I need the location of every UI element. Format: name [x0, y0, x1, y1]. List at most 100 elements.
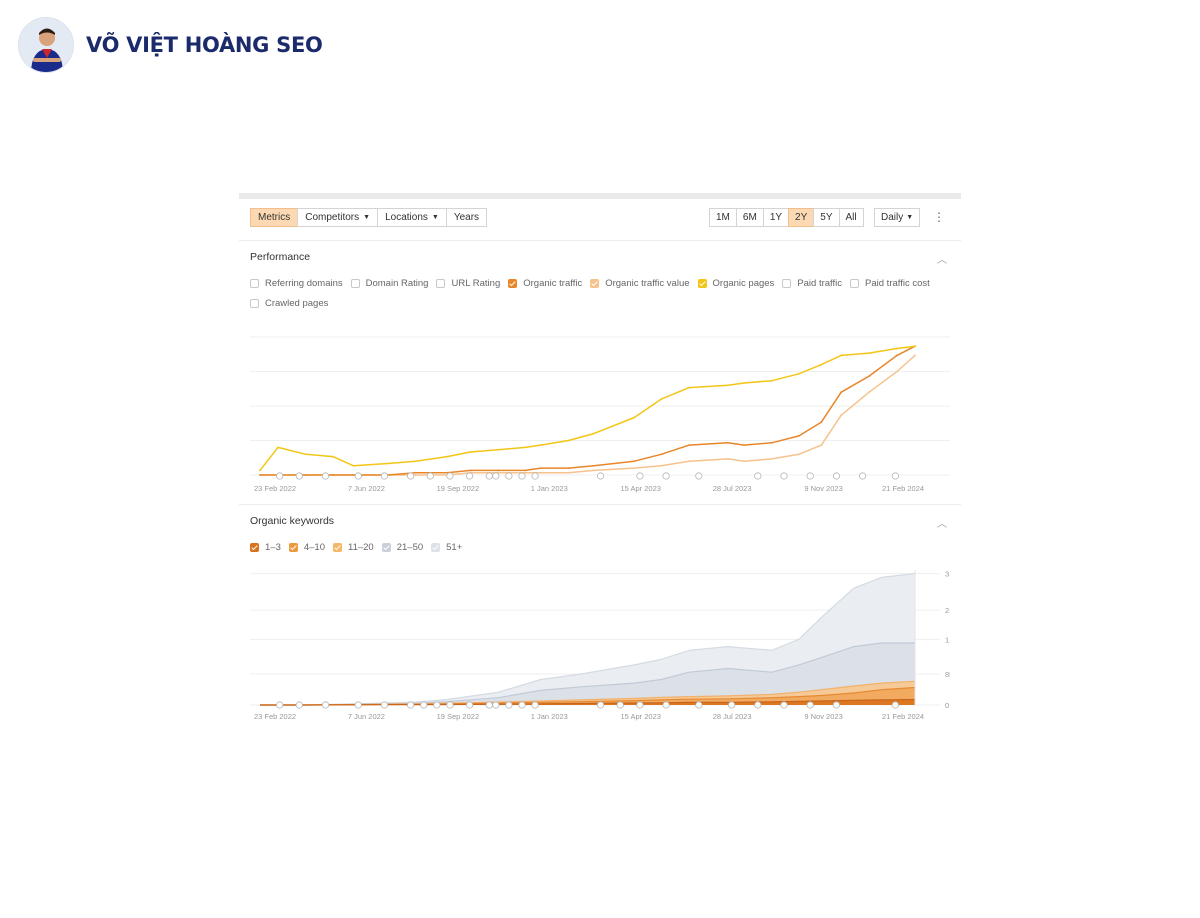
annotation-marker-icon[interactable] [754, 472, 762, 480]
annotation-marker-icon[interactable] [891, 701, 899, 709]
annotation-marker-icon[interactable] [321, 701, 330, 709]
annotation-marker-icon[interactable] [276, 472, 284, 480]
annotation-marker-icon[interactable] [485, 701, 493, 709]
annotation-marker-icon[interactable] [518, 472, 526, 480]
position-toggle[interactable]: 4–10 [288, 537, 325, 557]
y-tick-label: 1.8K [945, 635, 950, 644]
annotation-marker-icon[interactable] [295, 472, 303, 480]
annotation-marker-icon[interactable] [485, 472, 493, 480]
checkbox[interactable] [250, 298, 259, 308]
annotation-marker-icon[interactable] [531, 472, 539, 480]
annotation-marker-icon[interactable] [407, 472, 415, 480]
annotation-marker-icon[interactable] [505, 701, 513, 709]
metric-toggle[interactable]: URL Rating [436, 273, 500, 293]
annotation-marker-icon[interactable] [662, 701, 670, 709]
checkbox[interactable] [590, 278, 600, 288]
checkbox[interactable] [381, 542, 391, 552]
checkbox[interactable] [508, 278, 518, 288]
metric-toggle[interactable]: Organic traffic [508, 273, 582, 293]
metric-toggle[interactable]: Paid traffic [782, 273, 842, 293]
data-point [771, 458, 773, 460]
annotation-marker-icon[interactable] [636, 701, 644, 709]
tab-locations[interactable]: Locations ▼ [377, 208, 447, 227]
data-point [726, 384, 729, 387]
annotation-marker-icon[interactable] [806, 701, 814, 709]
annotation-marker-icon[interactable] [832, 472, 841, 480]
annotation-marker-icon[interactable] [891, 472, 899, 480]
annotation-marker-icon[interactable] [295, 701, 303, 709]
annotation-marker-icon[interactable] [380, 472, 389, 480]
annotation-marker-icon[interactable] [596, 701, 605, 709]
range-6m[interactable]: 6M [735, 208, 764, 227]
chevron-up-icon[interactable]: ︿ [937, 519, 947, 530]
position-toggle[interactable]: 21–50 [381, 537, 423, 557]
range-1y[interactable]: 1Y [762, 208, 790, 227]
data-point [414, 474, 417, 476]
annotation-marker-icon[interactable] [433, 701, 441, 709]
metric-toggle[interactable]: Domain Rating [350, 273, 428, 293]
metric-toggle[interactable]: Organic traffic value [590, 273, 690, 293]
annotation-marker-icon[interactable] [420, 701, 428, 709]
annotation-marker-icon[interactable] [858, 472, 867, 480]
annotation-marker-icon[interactable] [426, 472, 434, 480]
metric-toggle[interactable]: Paid traffic cost [850, 273, 930, 293]
annotation-marker-icon[interactable] [354, 701, 362, 709]
interval-dropdown[interactable]: Daily ▼ [874, 208, 921, 227]
annotation-marker-icon[interactable] [492, 472, 500, 480]
checkbox[interactable] [782, 278, 792, 288]
range-2y[interactable]: 2Y [788, 208, 815, 227]
data-point [539, 471, 542, 474]
range-selector: 1M 6M 1Y 2Y 5Y All [709, 208, 864, 227]
annotation-marker-icon[interactable] [531, 701, 539, 709]
checkbox[interactable] [436, 278, 446, 288]
annotation-marker-icon[interactable] [780, 701, 788, 709]
chevron-up-icon[interactable]: ︿ [937, 255, 947, 266]
annotation-marker-icon[interactable] [446, 701, 454, 709]
metric-toggle[interactable]: Crawled pages [250, 293, 328, 313]
position-toggle[interactable]: 11–20 [333, 537, 374, 557]
annotation-marker-icon[interactable] [518, 701, 526, 709]
annotation-marker-icon[interactable] [832, 701, 841, 709]
tab-metrics[interactable]: Metrics [250, 208, 299, 227]
checkbox[interactable] [431, 542, 441, 552]
annotation-marker-icon[interactable] [616, 701, 624, 709]
annotation-marker-icon[interactable] [636, 472, 644, 480]
metric-toggle[interactable]: Organic pages [697, 273, 774, 293]
tab-years[interactable]: Years [445, 208, 488, 227]
annotation-marker-icon[interactable] [354, 472, 362, 480]
annotation-marker-icon[interactable] [695, 472, 703, 480]
annotation-marker-icon[interactable] [505, 472, 513, 480]
annotation-marker-icon[interactable] [806, 472, 814, 480]
annotation-marker-icon[interactable] [446, 472, 454, 480]
metric-toggle[interactable]: Referring domains [250, 273, 343, 293]
range-all[interactable]: All [838, 208, 864, 227]
data-point [840, 414, 843, 417]
data-point [304, 453, 307, 456]
annotation-marker-icon[interactable] [780, 472, 788, 480]
annotation-marker-icon[interactable] [407, 701, 415, 709]
annotation-marker-icon[interactable] [276, 701, 284, 709]
annotation-marker-icon[interactable] [662, 472, 670, 480]
checkbox[interactable] [333, 542, 342, 552]
annotation-marker-icon[interactable] [466, 472, 474, 480]
annotation-marker-icon[interactable] [727, 701, 736, 709]
annotation-marker-icon[interactable] [380, 701, 389, 709]
range-5y[interactable]: 5Y [813, 208, 840, 227]
kebab-menu-icon[interactable]: ⋮ [933, 210, 945, 224]
annotation-marker-icon[interactable] [754, 701, 762, 709]
annotation-marker-icon[interactable] [596, 472, 605, 480]
checkbox[interactable] [250, 542, 259, 552]
position-toggle[interactable]: 1–3 [250, 537, 281, 557]
annotation-marker-icon[interactable] [321, 472, 330, 480]
checkbox[interactable] [350, 278, 360, 288]
annotation-marker-icon[interactable] [466, 701, 474, 709]
range-1m[interactable]: 1M [709, 208, 737, 227]
position-toggle[interactable]: 51+ [431, 537, 462, 557]
checkbox[interactable] [697, 278, 707, 288]
checkbox[interactable] [850, 278, 860, 288]
checkbox[interactable] [288, 542, 298, 552]
tab-competitors[interactable]: Competitors ▼ [297, 208, 379, 227]
annotation-marker-icon[interactable] [695, 701, 703, 709]
annotation-marker-icon[interactable] [492, 701, 500, 709]
checkbox[interactable] [250, 278, 259, 288]
